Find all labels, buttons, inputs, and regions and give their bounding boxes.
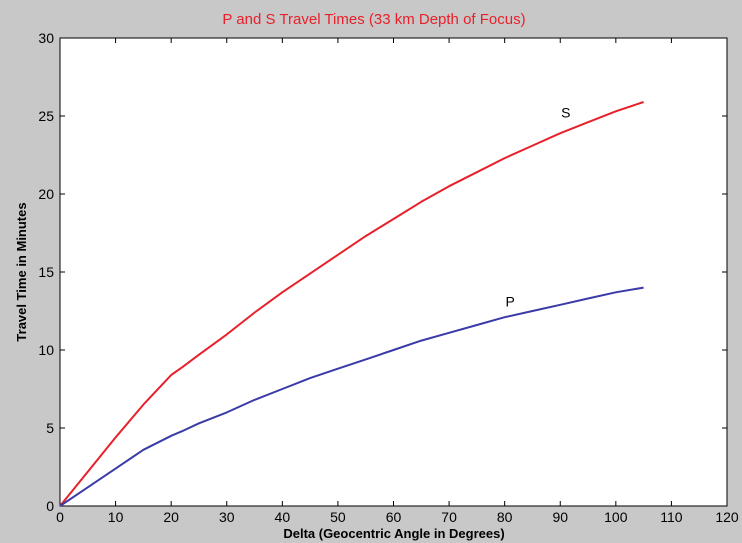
- y-tick-label: 25: [38, 108, 54, 124]
- y-tick-label: 20: [38, 186, 54, 202]
- plot-area: [59, 37, 728, 507]
- x-tick-label: 30: [219, 509, 235, 525]
- series-lines: [59, 101, 644, 507]
- y-tick-label: 30: [38, 30, 54, 46]
- y-tick-label: 0: [46, 498, 54, 514]
- x-tick-label: 80: [497, 509, 513, 525]
- x-tick-label: 0: [56, 509, 64, 525]
- x-tick-label: 40: [275, 509, 291, 525]
- y-axis-label: Travel Time in Minutes: [14, 202, 29, 341]
- x-tick-label: 60: [386, 509, 402, 525]
- y-tick-label: 15: [38, 264, 54, 280]
- x-axis-label: Delta (Geocentric Angle in Degrees): [283, 526, 504, 541]
- x-tick-label: 120: [715, 509, 739, 525]
- x-tick-label: 110: [660, 509, 683, 525]
- y-tick-label: 10: [38, 342, 54, 358]
- y-tick-label: 5: [46, 420, 54, 436]
- series-line-p: [59, 286, 644, 507]
- x-tick-label: 50: [330, 509, 346, 525]
- series-label-p: P: [506, 293, 515, 309]
- x-tick-label: 10: [108, 509, 124, 525]
- x-tick-label: 100: [604, 509, 628, 525]
- x-tick-label: 70: [441, 509, 457, 525]
- series-labels: SP: [506, 105, 571, 310]
- x-tick-label: 90: [552, 509, 568, 525]
- series-line-s: [59, 101, 644, 507]
- x-tick-label: 20: [163, 509, 179, 525]
- chart-title: P and S Travel Times (33 km Depth of Foc…: [222, 11, 525, 28]
- axis-ticks: 0 10 20 30 40 50 60 70 80 90 100 110 120 0 5 10 15 20 25 30: [38, 30, 738, 525]
- series-label-s: S: [561, 105, 570, 121]
